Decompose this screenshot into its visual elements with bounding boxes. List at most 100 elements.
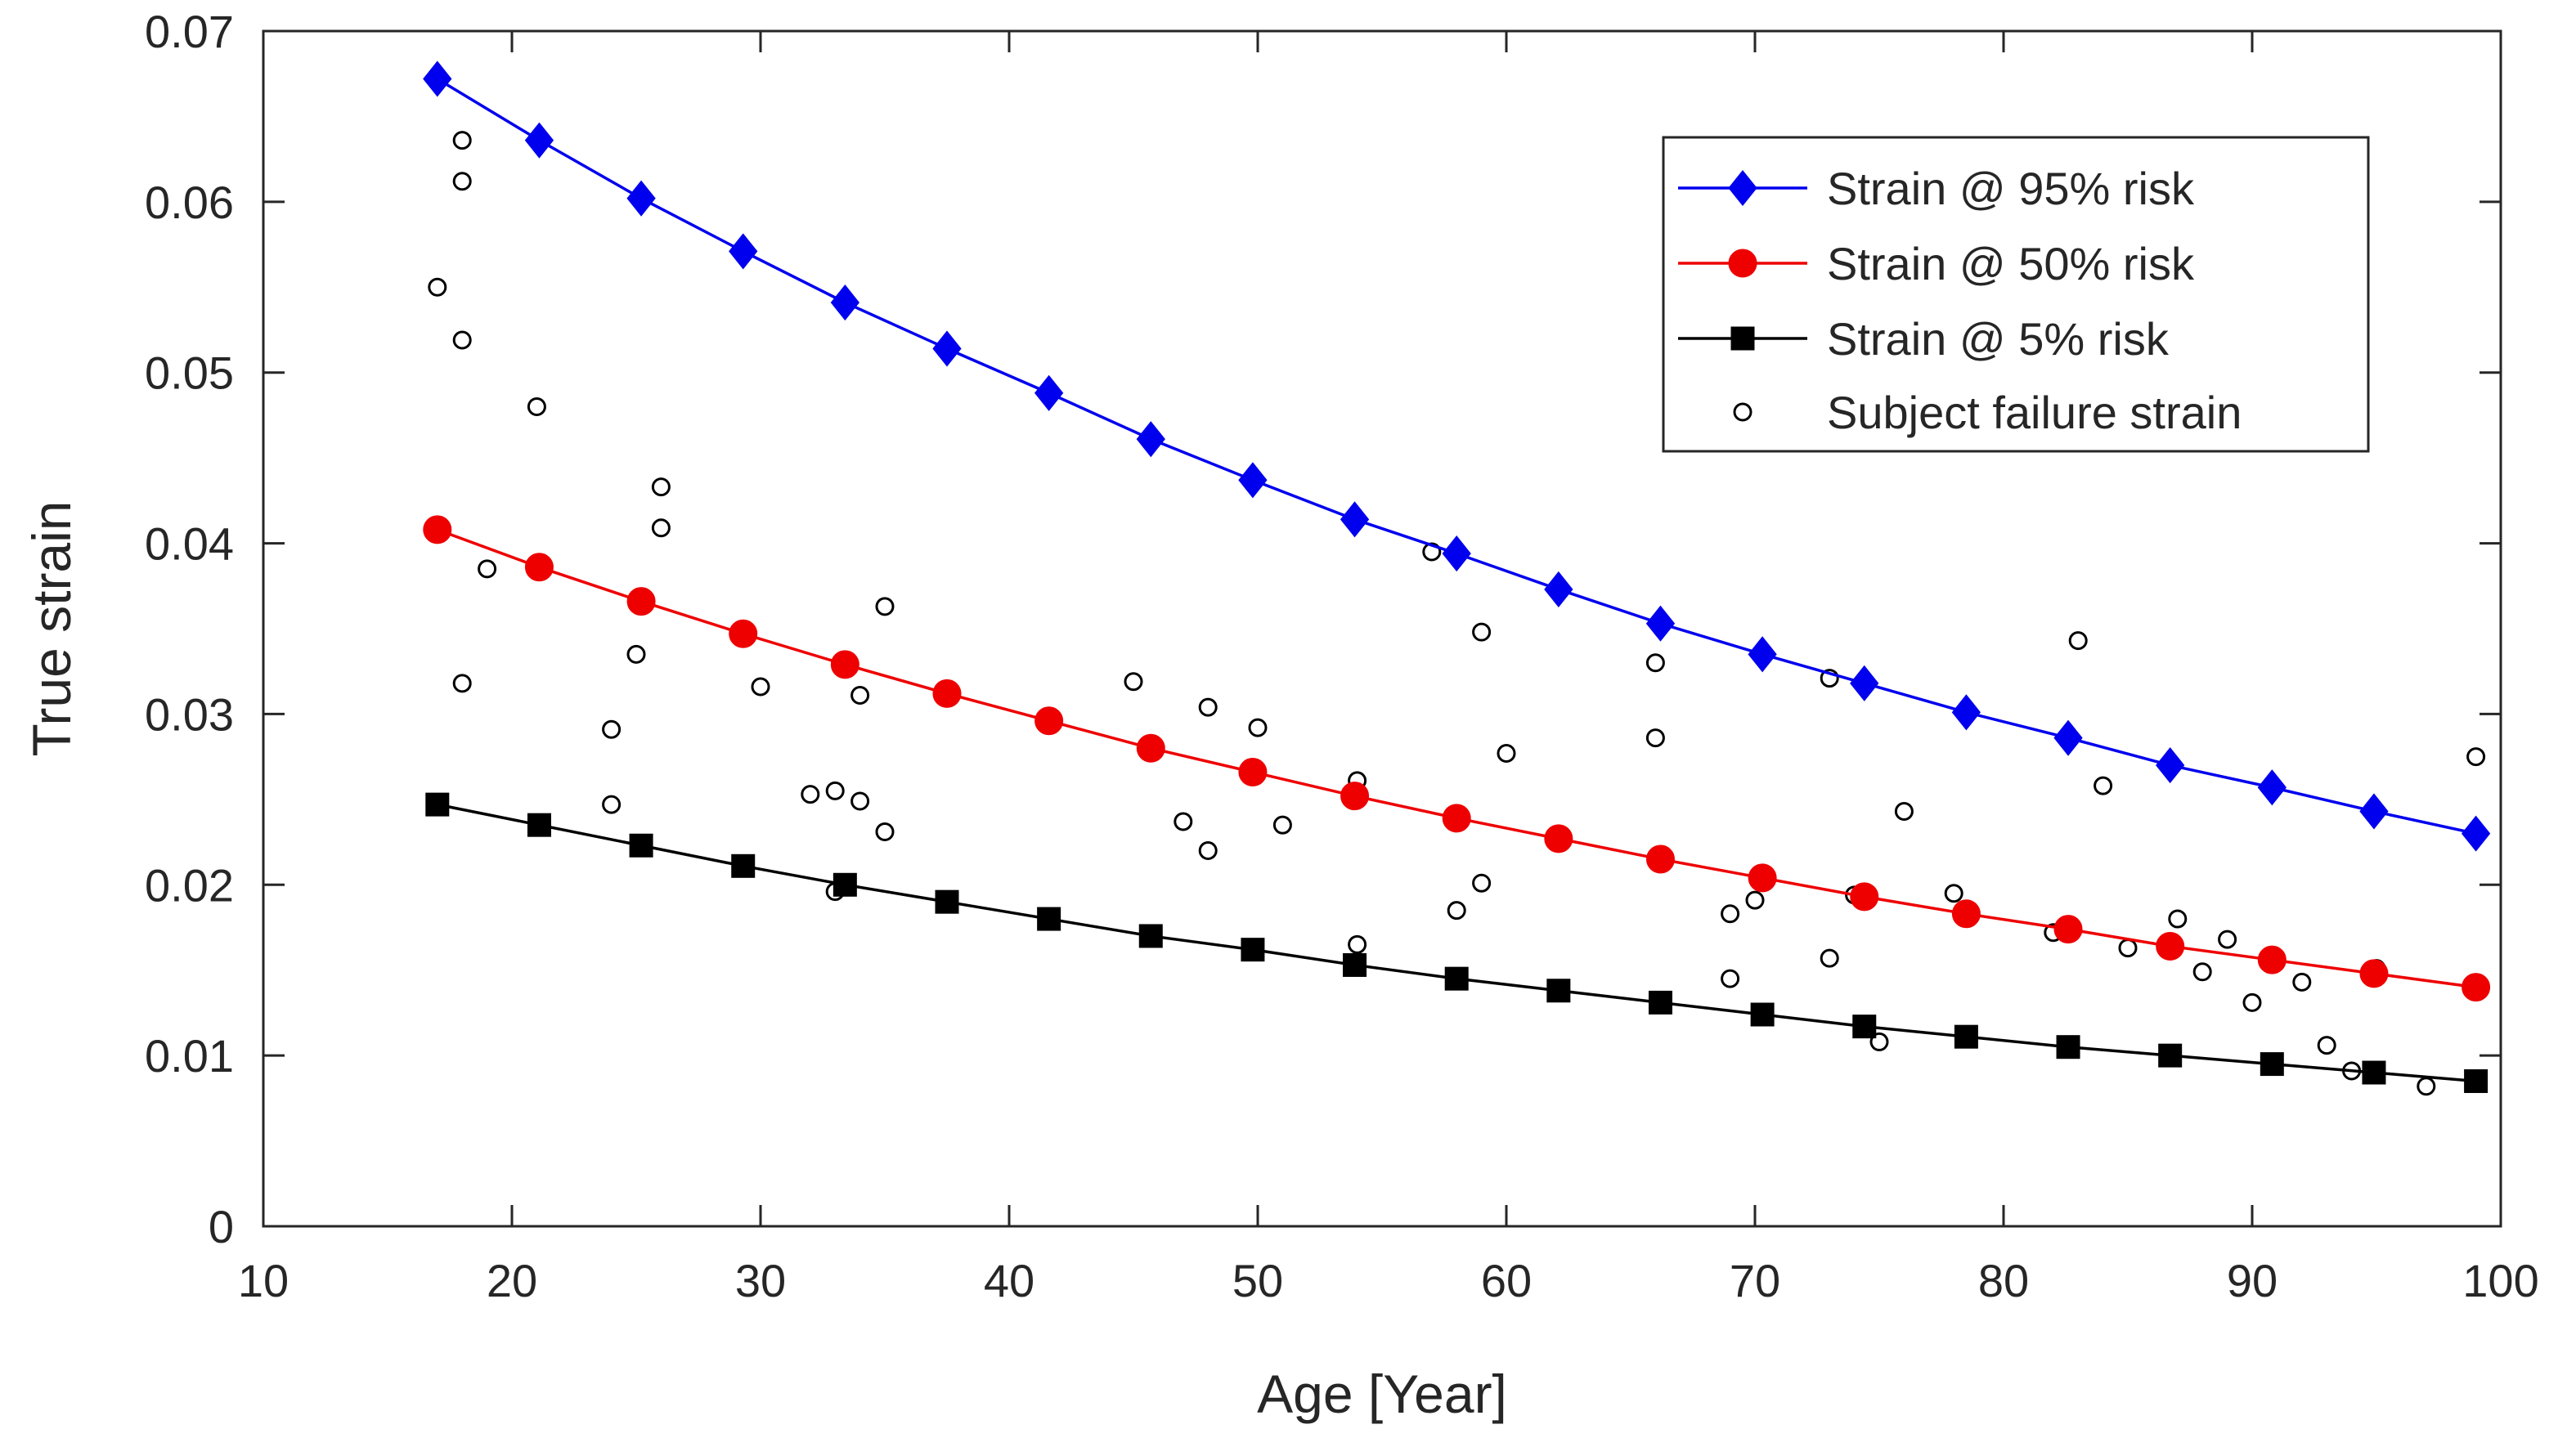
series-marker [1444,966,1469,991]
series-marker [2362,1060,2386,1085]
series-marker [1645,844,1675,874]
subject-failure-strain-points [428,131,2486,1096]
x-axis-title: Age [Year] [1257,1364,1507,1424]
series-marker [2056,1035,2080,1059]
axis-tick-labels: 10 20 30 40 50 60 70 80 90 100 0 0.01 0.02 0.03 0.04 0.… [145,6,2539,1306]
subject-failure-point [850,685,870,705]
x-tick-label: 60 [1481,1255,1532,1306]
series-marker [2156,931,2185,961]
axis-ticks [262,29,2502,1228]
legend-label: Subject failure strain [1827,387,2242,438]
series-marker [1442,804,1471,833]
subject-failure-point [825,781,845,800]
series-marker [832,872,857,897]
series-marker [1034,706,1064,736]
y-tick-label: 0.05 [145,347,234,399]
legend-label: Strain @ 50% risk [1827,238,2195,289]
series-marker [1037,907,1061,931]
series-marker [932,330,962,367]
series-marker [2461,815,2491,852]
subject-failure-point [2168,909,2188,929]
series-marker [830,650,859,679]
subject-failure-point [1820,669,1839,688]
series-marker [1852,1015,1877,1039]
subject-failure-point [452,674,472,693]
series-marker [1136,421,1165,458]
subject-failure-point [452,131,472,150]
x-tick-label: 20 [487,1255,537,1306]
series-marker [1343,952,1367,977]
series-marker [1748,636,1777,673]
series-marker [626,180,656,217]
legend-entries: Strain @ 95% risk Strain @ 50% risk Strain… [1678,163,2242,438]
subject-failure-point [1272,815,1292,835]
subject-failure-point [2192,962,2212,982]
subject-failure-point [2242,992,2262,1012]
series-marker [425,792,450,817]
series-marker [629,833,653,858]
y-tick-label: 0.06 [145,177,234,228]
series-marker [2053,719,2083,756]
series-marker [2158,1043,2183,1068]
subject-failure-point [1721,904,1740,924]
series-marker [2156,747,2185,784]
series-marker [1850,665,1879,701]
subject-failure-point [1645,728,1665,748]
subject-failure-point [1248,718,1268,737]
series-marker [1241,938,1265,962]
subject-failure-point [452,330,472,350]
series-marker [1645,605,1676,642]
series-marker [1546,979,1571,1003]
subject-failure-point [651,518,671,538]
subject-failure-point [602,795,622,814]
series-marker [935,889,959,914]
series-marker [932,679,962,708]
series-marker [1951,899,1981,929]
series-marker [2464,1068,2488,1093]
subject-failure-point [2292,972,2312,992]
subject-failure-point [1174,812,1193,831]
subject-failure-point [428,277,447,297]
subject-failure-point [602,719,622,739]
y-tick-label: 0.04 [145,518,234,570]
subject-failure-point [1645,653,1665,673]
subject-failure-point [1869,1032,1889,1051]
y-tick-label: 0 [209,1201,234,1252]
legend-label: Strain @ 5% risk [1827,313,2170,365]
subject-failure-point [1472,873,1492,893]
subject-failure-point [1124,672,1143,692]
series-marker [1340,782,1370,811]
x-tick-label: 30 [735,1255,786,1306]
series-marker [1648,990,1672,1015]
series-marker [1850,882,1879,912]
series-marker [2257,769,2287,806]
legend-entry: Strain @ 50% risk [1678,238,2195,289]
series-marker [731,853,756,878]
y-tick-label: 0.01 [145,1030,234,1082]
subject-failure-point [1198,841,1218,861]
series-marker [1954,1024,1978,1049]
subject-failure-point [1944,884,1963,903]
series-marker [1748,863,1777,893]
series-marker [1238,462,1268,499]
series-marker [1238,757,1268,786]
x-tick-label: 70 [1730,1255,1780,1306]
legend-box [1662,136,2370,453]
subject-failure-point [1820,948,1839,968]
subject-failure-point [1497,743,1516,763]
series-marker [2260,1052,2284,1077]
series-marker [423,515,452,544]
subject-failure-point [527,396,546,416]
series-marker [524,122,554,159]
subject-failure-point [626,644,646,664]
y-tick-label: 0.07 [145,6,234,57]
series-marker [527,813,551,837]
series-marker [1750,1002,1775,1027]
series-marker [1034,374,1064,411]
subject-failure-point [2466,747,2486,767]
series-marker [1442,535,1471,572]
x-tick-label: 80 [1978,1255,2029,1306]
series-marker [1544,571,1573,608]
legend-marker [1728,169,1757,207]
